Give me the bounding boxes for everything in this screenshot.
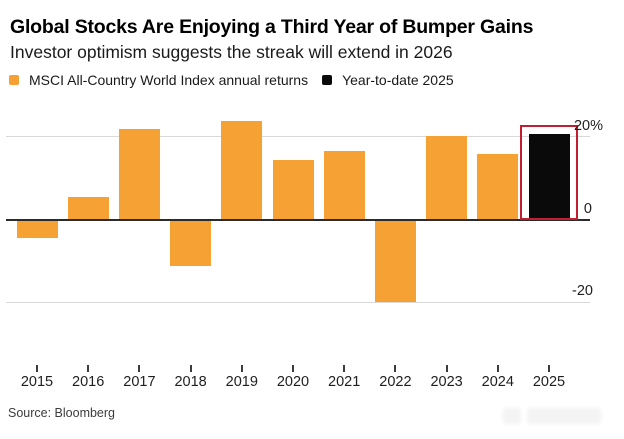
- bar-2019: [221, 120, 263, 220]
- chart-legend: MSCI All-Country World Index annual retu…: [9, 72, 454, 88]
- x-axis-tick-2017: [138, 365, 141, 372]
- bar-2023: [426, 136, 468, 220]
- x-axis-tick-2020: [292, 365, 294, 372]
- bar-2017: [118, 128, 160, 220]
- x-axis-tick-2024: [496, 365, 499, 372]
- legend-label: MSCI All-Country World Index annual retu…: [29, 72, 309, 88]
- zero-axis-line: [6, 218, 590, 221]
- x-axis-label-2016: 2016: [72, 374, 105, 390]
- bar-2015: [16, 219, 58, 238]
- y-axis-label-0: 0: [583, 201, 592, 217]
- bar-2022: [374, 219, 416, 303]
- source-attribution: Source: Bloomberg: [8, 406, 116, 420]
- x-axis-label-2019: 2019: [225, 374, 258, 390]
- legend-swatch-icon: [322, 75, 333, 85]
- legend-label: Year-to-date 2025: [342, 72, 454, 88]
- x-axis-tick-2025: [548, 365, 550, 372]
- x-axis-tick-2016: [87, 365, 90, 372]
- bar-2016: [67, 196, 109, 220]
- x-axis-label-2017: 2017: [123, 374, 156, 390]
- gridline--20: [6, 302, 590, 304]
- bar-2025: [528, 133, 570, 220]
- highlight-box-2025: [520, 125, 578, 220]
- y-axis-label--20: -20: [572, 283, 593, 299]
- bar-2021: [323, 150, 365, 220]
- bar-2020: [272, 160, 314, 220]
- legend-item-1: Year-to-date 2025: [322, 72, 454, 88]
- x-axis-label-2022: 2022: [379, 374, 412, 390]
- chart-title: Global Stocks Are Enjoying a Third Year …: [10, 16, 534, 38]
- x-axis-tick-2021: [343, 365, 346, 372]
- x-axis-tick-2022: [394, 365, 397, 372]
- x-axis-label-2018: 2018: [174, 374, 207, 390]
- x-axis-label-2020: 2020: [276, 374, 310, 390]
- x-axis-tick-2015: [36, 365, 38, 372]
- legend-swatch-icon: [9, 75, 19, 85]
- legend-item-0: MSCI All-Country World Index annual retu…: [9, 72, 308, 88]
- watermark-glyph: [503, 408, 521, 424]
- x-axis-label-2015: 2015: [20, 374, 54, 390]
- x-axis-label-2023: 2023: [430, 374, 463, 390]
- chart-subtitle: Investor optimism suggests the streak wi…: [10, 42, 453, 62]
- x-axis-tick-2019: [240, 365, 243, 372]
- x-axis-tick-2018: [189, 365, 192, 372]
- watermark-glyph: [527, 408, 601, 424]
- bar-2018: [170, 219, 212, 266]
- x-axis-label-2024: 2024: [481, 374, 514, 390]
- x-axis-label-2025: 2025: [532, 374, 566, 390]
- bar-2024: [477, 154, 519, 220]
- x-axis-tick-2023: [445, 365, 448, 372]
- gridline-20: [6, 135, 590, 137]
- watermark: [503, 404, 608, 428]
- x-axis-label-2021: 2021: [328, 374, 361, 390]
- y-axis-label-20pct: 20%: [573, 118, 603, 134]
